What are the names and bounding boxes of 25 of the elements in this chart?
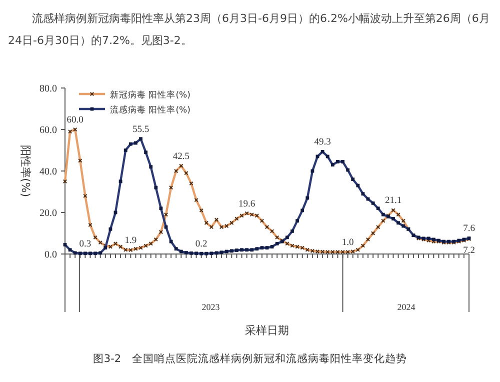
y-tick-label: 40.0 xyxy=(40,166,57,178)
data-label: 1.9 xyxy=(124,236,137,246)
data-label: 1.0 xyxy=(342,238,354,248)
text: 图3-2 全国哨点医院流感样病例新冠和流感病毒阳性率变化趋势 xyxy=(92,352,408,365)
text: 流感样病例新冠病毒阳性率从第23周（6月3日-6月9日）的6.2%小幅波动上升至第26周（6月24日-6月30日）的7.2%。见图3-2。 xyxy=(8,11,491,49)
data-label: 7.2 xyxy=(463,246,476,256)
data-label: 7.6 xyxy=(463,224,476,234)
x-tick-label: 2023 xyxy=(202,302,220,312)
y-tick-label: 20.0 xyxy=(40,208,57,219)
x-axis-title: 采样日期 xyxy=(245,324,289,337)
data-label: 21.1 xyxy=(384,196,402,206)
legend-label: 流感病毒 阳性率(%) xyxy=(110,104,190,116)
y-tick-label: 80.0 xyxy=(40,84,57,94)
data-label: 49.3 xyxy=(314,138,332,148)
data-label: 19.6 xyxy=(238,199,256,210)
x-tick-label: 2024 xyxy=(397,302,416,312)
data-label: 55.5 xyxy=(132,124,150,135)
data-label: 60.0 xyxy=(66,116,84,126)
data-label: 0.3 xyxy=(79,239,92,250)
y-tick-label: 0.0 xyxy=(44,250,57,260)
y-axis-title: 阳性率(%) xyxy=(19,144,32,198)
legend-label: 新冠病毒 阳性率(%) xyxy=(110,90,190,100)
y-tick-label: 60.0 xyxy=(40,125,57,136)
data-label: 42.5 xyxy=(172,152,190,162)
data-label: 0.2 xyxy=(195,240,208,250)
